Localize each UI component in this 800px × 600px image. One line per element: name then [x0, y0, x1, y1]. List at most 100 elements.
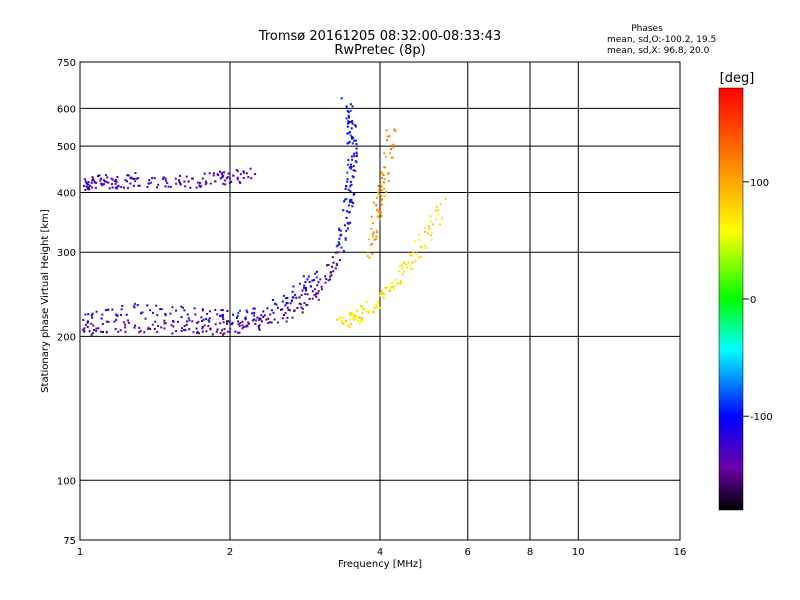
- data-point: [380, 171, 383, 174]
- data-point: [217, 174, 220, 176]
- data-point: [361, 311, 364, 314]
- data-point: [87, 183, 90, 186]
- data-point: [355, 151, 358, 154]
- data-point: [231, 321, 234, 324]
- data-point: [355, 143, 358, 146]
- data-point: [350, 200, 353, 203]
- data-point: [348, 201, 351, 204]
- data-point: [222, 318, 225, 321]
- data-point: [242, 171, 245, 174]
- data-point: [411, 267, 414, 270]
- data-point: [419, 246, 422, 248]
- data-point: [127, 321, 130, 324]
- data-point: [125, 313, 128, 316]
- data-point: [159, 308, 162, 311]
- data-point: [377, 184, 380, 187]
- data-point: [341, 321, 344, 324]
- data-point: [345, 319, 348, 322]
- data-point: [361, 307, 364, 310]
- data-point: [193, 307, 196, 310]
- data-point: [135, 177, 138, 180]
- data-point: [337, 227, 340, 230]
- data-point: [100, 182, 103, 185]
- data-point: [212, 174, 215, 177]
- data-point: [346, 142, 349, 145]
- data-point: [385, 129, 388, 132]
- x-tick-label: 1: [77, 547, 83, 558]
- data-point: [351, 312, 354, 315]
- data-point: [196, 330, 199, 333]
- data-point: [424, 230, 426, 233]
- data-point: [339, 234, 342, 237]
- data-point: [138, 331, 141, 334]
- data-point: [334, 267, 337, 270]
- data-point: [301, 311, 304, 314]
- data-point: [375, 196, 378, 199]
- data-point: [250, 177, 253, 180]
- data-point: [119, 314, 122, 317]
- data-point: [184, 328, 187, 331]
- data-point: [383, 178, 386, 180]
- data-point: [317, 290, 320, 293]
- data-point: [206, 312, 209, 315]
- data-point: [223, 328, 226, 330]
- data-point: [372, 311, 375, 314]
- data-point: [219, 170, 221, 173]
- data-point: [326, 264, 328, 267]
- data-point: [129, 177, 132, 180]
- data-point: [234, 330, 237, 333]
- data-point: [353, 139, 356, 142]
- data-point: [108, 187, 111, 190]
- data-point: [370, 215, 373, 218]
- data-point: [127, 174, 130, 177]
- data-point: [273, 318, 276, 321]
- data-point: [358, 322, 361, 325]
- data-point: [229, 327, 232, 330]
- data-point: [90, 314, 93, 317]
- data-point: [304, 288, 307, 291]
- data-point: [349, 221, 352, 224]
- data-point: [155, 304, 158, 307]
- data-point: [228, 182, 231, 184]
- data-point: [340, 97, 343, 100]
- data-point: [349, 109, 352, 112]
- data-point: [382, 181, 385, 184]
- data-point: [308, 298, 311, 300]
- data-point: [272, 311, 275, 314]
- data-point: [352, 169, 355, 172]
- data-point: [208, 310, 211, 313]
- data-point: [241, 320, 244, 323]
- data-point: [349, 313, 352, 316]
- data-point: [192, 331, 195, 334]
- data-point: [252, 307, 255, 310]
- data-point: [249, 167, 252, 170]
- data-point: [258, 324, 261, 327]
- data-point: [379, 183, 382, 186]
- data-point: [184, 185, 187, 188]
- data-point: [222, 182, 225, 185]
- data-point: [386, 135, 389, 138]
- data-point: [134, 324, 136, 327]
- data-point: [375, 204, 378, 207]
- data-point: [413, 240, 416, 243]
- data-point: [335, 264, 338, 267]
- data-point: [137, 177, 139, 180]
- y-axis-label: Stationary phase Virtual Height [km]: [40, 209, 51, 393]
- info-mean-o: mean, sd,O:-100.2, 19.5: [607, 35, 716, 45]
- data-point: [208, 317, 211, 320]
- data-point: [237, 323, 240, 326]
- data-point: [114, 186, 117, 189]
- data-point: [372, 222, 374, 225]
- data-point: [111, 308, 114, 311]
- data-point: [103, 180, 106, 183]
- data-point: [97, 327, 100, 330]
- x-tick-label: 6: [465, 547, 471, 558]
- data-point: [367, 251, 369, 254]
- data-point: [317, 298, 320, 301]
- data-point: [188, 319, 191, 322]
- data-point: [163, 319, 166, 322]
- data-point: [226, 330, 229, 333]
- data-point: [277, 306, 279, 309]
- data-point: [258, 317, 261, 320]
- data-point: [354, 317, 357, 320]
